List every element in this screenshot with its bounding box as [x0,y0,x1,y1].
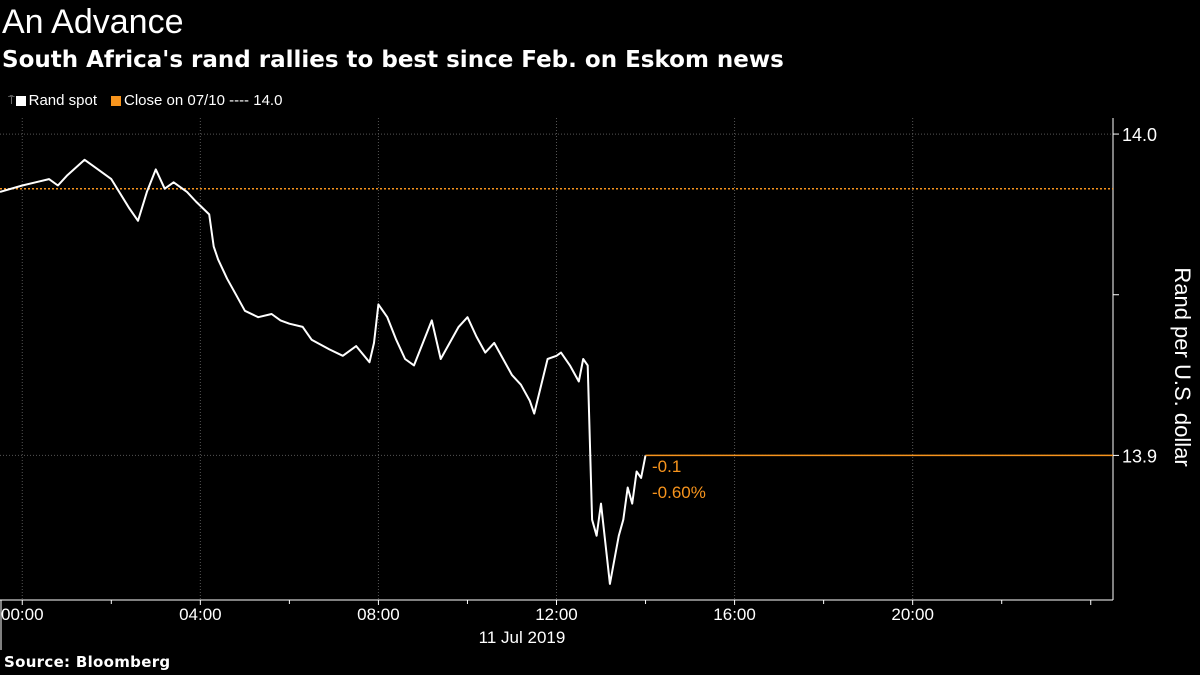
legend-label-close: Close on 07/10 ---- 14.0 [124,92,283,109]
legend-label-rand-spot: Rand spot [28,92,97,109]
x-tick-label: 12:00 [535,605,578,624]
axes: 14.0 13.9 00:00 04:00 08:00 12:00 16:00 20:00 [0,118,1157,650]
x-tick-label: 04:00 [179,605,222,624]
chart-title: An Advance [2,3,184,41]
pin-icon: ⍑ [8,95,15,107]
chart-subtitle: South Africa's rand rallies to best sinc… [2,47,784,73]
y-axis-label: Rand per U.S. dollar [1170,267,1195,466]
legend-item-close: Close on 07/10 ---- 14.0 [111,91,282,111]
source-note: Source: Bloomberg [4,653,171,671]
grid [0,118,1113,600]
x-tick-label: 08:00 [357,605,400,624]
x-axis-date-label: 11 Jul 2019 [479,628,566,647]
legend-swatch-close [111,96,121,106]
legend-swatch-rand-spot [15,96,26,106]
marks [0,158,1113,585]
y-tick-label: 14.0 [1122,125,1157,145]
x-tick-label: 16:00 [713,605,756,624]
series-line-rand-spot [0,158,647,585]
y-tick-label: 13.9 [1122,446,1157,466]
legend: ⍑ Rand spot Close on 07/10 ---- 14.0 [8,91,296,111]
percent-annotation: -0.60% [652,483,706,502]
change-annotation: -0.1 [652,457,681,476]
legend-item-rand-spot: ⍑ Rand spot [8,91,97,111]
x-tick-label: 00:00 [1,605,44,624]
x-tick-label: 20:00 [891,605,934,624]
